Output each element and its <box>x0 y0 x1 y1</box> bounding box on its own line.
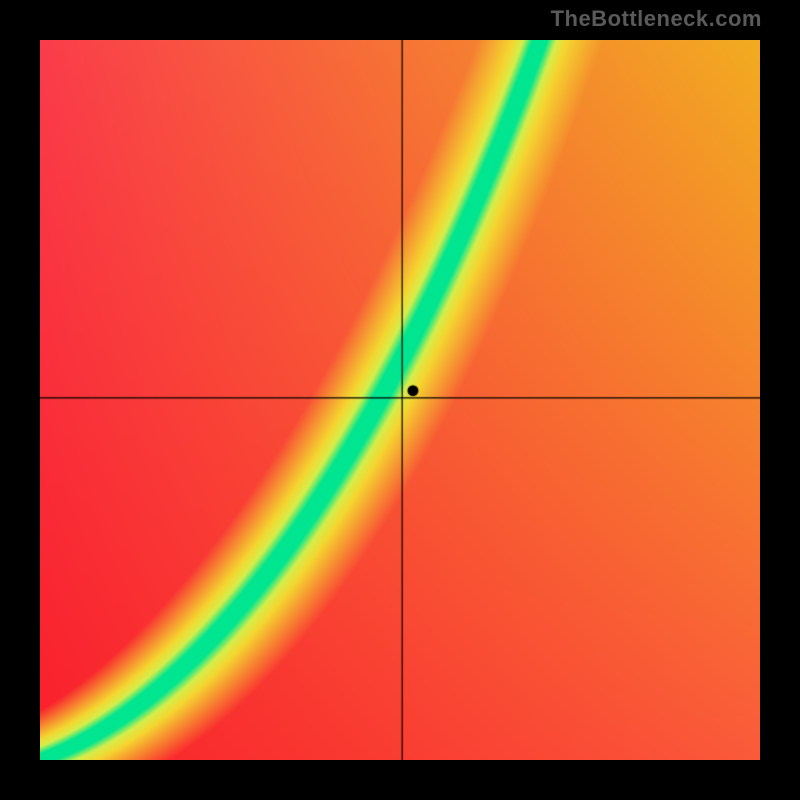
chart-container: TheBottleneck.com <box>0 0 800 800</box>
heatmap-plot <box>40 40 760 760</box>
heatmap-canvas <box>40 40 760 760</box>
watermark-text: TheBottleneck.com <box>551 6 762 32</box>
